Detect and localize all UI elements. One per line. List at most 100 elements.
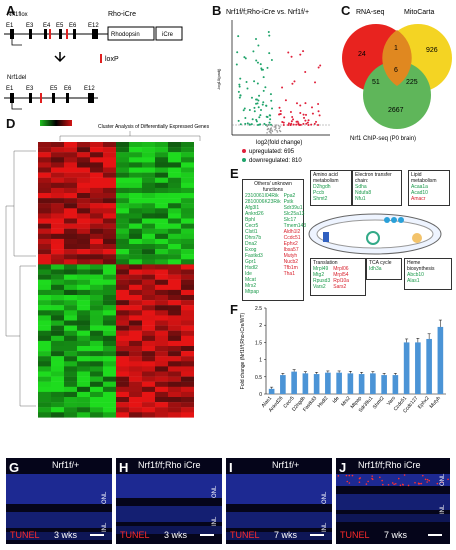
heatmap-cell <box>64 269 77 275</box>
heatmap-cell <box>64 182 77 189</box>
heatmap-cell <box>90 274 103 280</box>
heatmap-cell <box>129 223 142 229</box>
nrf1-del-label: Nrf1del <box>7 75 26 81</box>
heatmap-cell <box>168 284 181 291</box>
gene-item: Mrs2 <box>245 283 257 289</box>
loxp-legend-icon <box>100 54 102 63</box>
heatmap-cell <box>181 193 194 199</box>
heatmap-cell <box>51 157 64 163</box>
heatmap-cell <box>129 279 142 285</box>
volcano-point <box>270 123 273 126</box>
heatmap-cell <box>129 218 142 224</box>
heatmap-cell <box>168 223 181 229</box>
volcano-point <box>310 106 313 109</box>
heatmap-cell <box>38 407 51 413</box>
heatmap-cell <box>51 310 64 316</box>
heatmap-cell <box>77 233 90 240</box>
heatmap-cell <box>155 198 168 204</box>
up-legend-label: upregulated: 695 <box>249 149 295 155</box>
heatmap-cell <box>103 320 116 326</box>
heatmap-cell <box>181 223 194 229</box>
heatmap-cell <box>103 412 116 418</box>
venn-val-rna-mito: 1 <box>394 45 398 52</box>
volcano-point <box>292 123 295 126</box>
heatmap-cell <box>90 407 103 413</box>
heatmap-cell <box>51 361 64 367</box>
heatmap-cell <box>142 412 155 418</box>
heatmap-cell <box>116 346 129 352</box>
tss-arrow <box>11 39 22 46</box>
gene-item: Amacr <box>411 196 426 202</box>
gene-item: Ibsa57 <box>283 247 299 253</box>
heatmap-cell <box>168 346 181 352</box>
heatmap-cell <box>38 335 51 342</box>
heatmap-cell <box>77 238 90 245</box>
heatmap-cell <box>142 289 155 296</box>
heatmap-cell <box>64 295 77 301</box>
heatmap-cell <box>77 254 90 260</box>
heatmap-cell <box>103 264 116 270</box>
heatmap-cell <box>90 249 103 255</box>
heatmap-cell <box>77 177 90 183</box>
heatmap-cell <box>181 233 194 240</box>
icre-label: iCre <box>162 32 174 38</box>
heatmap-cell <box>38 249 51 255</box>
heatmap-cell <box>64 187 77 194</box>
volcano-point <box>259 114 262 117</box>
heatmap-cell <box>90 284 103 291</box>
volcano-point <box>256 61 259 64</box>
heatmap-cell <box>129 198 142 204</box>
heatmap-cell <box>38 259 51 265</box>
venn-val-chip-only: 2667 <box>388 107 404 114</box>
heatmap-cell <box>77 356 90 362</box>
heatmap-cell <box>168 412 181 418</box>
heatmap-cell <box>129 284 142 291</box>
nrf1-flox-label: Nrf1flox <box>7 12 28 18</box>
heatmap-cell <box>142 249 155 255</box>
venn-diagram: RNA-seq MitoCarta 24 1 926 6 51 225 2667… <box>342 9 452 142</box>
heatmap-cell <box>116 233 129 240</box>
gene-item: Ppa2 <box>283 193 296 199</box>
heatmap-cell <box>168 233 181 240</box>
heatmap-cell <box>168 397 181 403</box>
heatmap-cell <box>51 177 64 183</box>
volcano-point <box>259 123 262 126</box>
x-tick-label: Ephx2 <box>417 395 431 410</box>
heatmap-cell <box>64 254 77 260</box>
panel-label-j: J <box>339 460 347 475</box>
heatmap-cell <box>90 198 103 204</box>
heatmap-cell <box>129 269 142 275</box>
heatmap-cell <box>155 351 168 357</box>
heatmap-cell <box>116 335 129 342</box>
heatmap-cell <box>155 244 168 250</box>
retina-layers <box>6 474 112 540</box>
heatmap-cell <box>51 162 64 168</box>
heatmap-cell <box>38 289 51 296</box>
heatmap-cell <box>155 305 168 311</box>
heatmap-cell <box>103 208 116 214</box>
heatmap-cell <box>116 187 129 194</box>
heatmap-cell <box>64 340 77 347</box>
heatmap-cell <box>129 356 142 362</box>
heatmap-cell <box>116 320 129 326</box>
heatmap-cell <box>90 182 103 189</box>
exon-e1-bottom: E1 <box>6 86 14 92</box>
panel-label-h: H <box>119 460 129 475</box>
heatmap-cell <box>90 167 103 173</box>
tca-box: TCA cycle Idh3a <box>366 258 402 280</box>
heatmap-cell <box>77 366 90 372</box>
heatmap-cell <box>103 356 116 362</box>
heatmap-cell <box>168 361 181 367</box>
heatmap-cell <box>116 351 129 357</box>
bar <box>358 374 365 394</box>
volcano-point <box>283 116 286 119</box>
heatmap-cell <box>116 284 129 291</box>
heatmap-cell <box>116 249 129 255</box>
heatmap-cell <box>77 228 90 234</box>
exon-e12-top: E12 <box>88 23 99 29</box>
volcano-point <box>302 122 305 125</box>
gene-item: Dna2 <box>245 241 257 247</box>
volcano-point <box>314 81 317 84</box>
gene-item: Mrpl54 <box>333 272 349 278</box>
gene-item: Gpr1 <box>245 259 257 265</box>
